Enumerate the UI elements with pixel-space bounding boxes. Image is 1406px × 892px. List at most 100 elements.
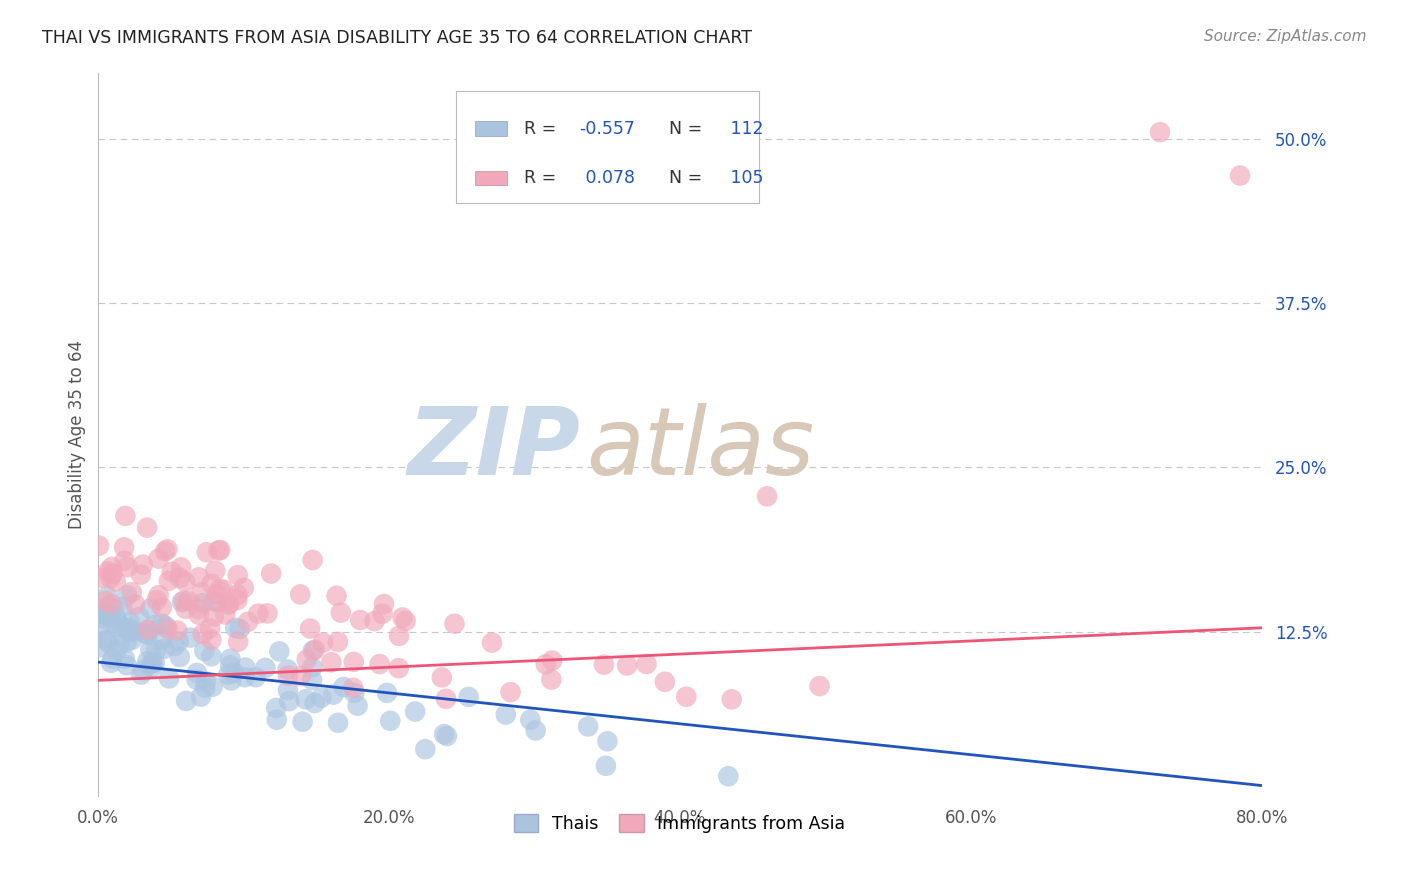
Point [198, 622, 221, 636]
Point [332, 680, 354, 694]
Point [136, 624, 159, 638]
Point [304, 696, 326, 710]
Point [1229, 169, 1251, 183]
Point [118, 622, 141, 636]
Point [103, 602, 125, 616]
Point [112, 541, 135, 555]
Point [91, 602, 114, 616]
Point [368, 657, 391, 672]
Point [232, 581, 254, 595]
FancyBboxPatch shape [475, 170, 508, 185]
Point [233, 670, 256, 684]
Point [174, 601, 197, 615]
Point [254, 661, 277, 675]
Point [430, 670, 453, 684]
Point [108, 638, 131, 652]
Text: Source: ZipAtlas.com: Source: ZipAtlas.com [1204, 29, 1367, 44]
Point [278, 694, 301, 708]
Point [247, 607, 270, 621]
Point [187, 602, 209, 616]
Point [301, 553, 323, 567]
Point [117, 588, 139, 602]
Point [380, 714, 402, 728]
Point [148, 551, 170, 566]
Point [128, 610, 150, 624]
Point [141, 657, 163, 671]
Point [124, 624, 146, 639]
Point [160, 565, 183, 579]
Point [495, 707, 517, 722]
Point [194, 674, 217, 689]
Point [321, 655, 343, 669]
Point [136, 627, 159, 641]
Point [96, 589, 118, 603]
Point [139, 601, 162, 615]
Point [170, 560, 193, 574]
Point [290, 587, 312, 601]
Point [195, 545, 218, 559]
Point [153, 641, 176, 656]
Point [150, 632, 173, 647]
Point [205, 587, 228, 601]
Point [349, 613, 371, 627]
Point [1149, 125, 1171, 139]
Point [136, 654, 159, 668]
Point [654, 674, 676, 689]
Text: 0.078: 0.078 [579, 169, 634, 186]
Point [218, 597, 240, 611]
Y-axis label: Disability Age 35 to 64: Disability Age 35 to 64 [69, 340, 86, 529]
Point [373, 597, 395, 611]
Point [540, 673, 562, 687]
Point [132, 663, 155, 677]
Point [202, 609, 225, 624]
Point [277, 663, 299, 677]
Point [97, 610, 120, 624]
Point [233, 660, 256, 674]
Point [97, 565, 120, 579]
FancyBboxPatch shape [456, 91, 759, 203]
Point [256, 607, 278, 621]
Point [616, 658, 638, 673]
Point [322, 688, 344, 702]
Point [404, 705, 426, 719]
Point [226, 593, 249, 607]
Point [436, 729, 458, 743]
Point [325, 589, 347, 603]
Point [264, 701, 287, 715]
Point [277, 683, 299, 698]
Point [115, 658, 138, 673]
Point [145, 642, 167, 657]
Point [302, 644, 325, 658]
Point [132, 558, 155, 572]
Point [148, 588, 170, 602]
Point [391, 610, 413, 624]
Point [524, 723, 547, 738]
Point [209, 543, 232, 558]
Point [136, 520, 159, 534]
Point [129, 667, 152, 681]
Point [201, 680, 224, 694]
Point [202, 594, 225, 608]
Point [343, 686, 366, 700]
Point [167, 634, 190, 648]
Point [157, 672, 180, 686]
Point [186, 673, 208, 687]
Point [222, 665, 245, 680]
Point [226, 588, 249, 602]
Point [153, 544, 176, 558]
Point [155, 619, 177, 633]
Point [191, 596, 214, 610]
Point [118, 624, 141, 639]
Point [207, 595, 229, 609]
Point [170, 595, 193, 609]
Point [204, 564, 226, 578]
Point [157, 574, 180, 588]
Point [219, 651, 242, 665]
Point [117, 560, 139, 574]
Point [311, 690, 333, 705]
Point [312, 636, 335, 650]
Text: 105: 105 [725, 169, 763, 186]
Point [104, 610, 127, 624]
Point [96, 633, 118, 648]
Point [105, 643, 128, 657]
